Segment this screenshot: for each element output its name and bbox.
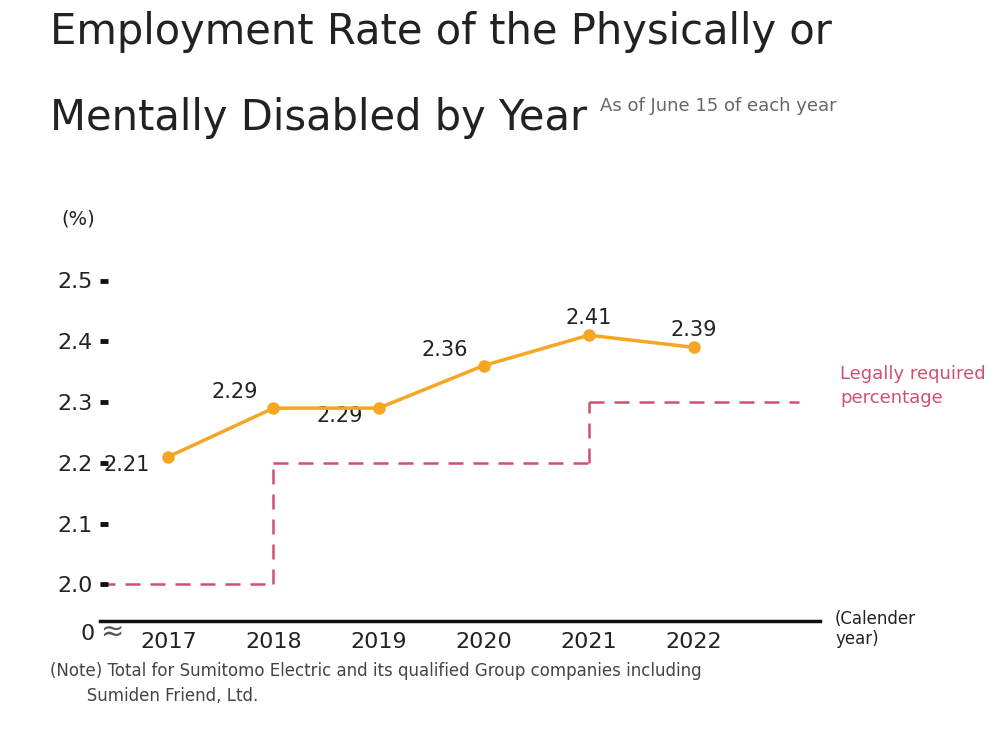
Text: (%): (%) (61, 210, 95, 229)
Text: (Calender
year): (Calender year) (835, 610, 916, 649)
Text: Sumiden Friend, Ltd.: Sumiden Friend, Ltd. (50, 687, 258, 705)
Text: 2.36: 2.36 (421, 340, 468, 360)
Text: 2.41: 2.41 (566, 308, 612, 328)
Text: 2.29: 2.29 (211, 382, 258, 402)
Text: As of June 15 of each year: As of June 15 of each year (600, 97, 837, 115)
Text: 0: 0 (80, 624, 95, 644)
Text: percentage: percentage (840, 389, 943, 407)
Text: 2.29: 2.29 (316, 406, 363, 426)
Text: Legally required: Legally required (840, 365, 986, 383)
Text: Employment Rate of the Physically or: Employment Rate of the Physically or (50, 11, 832, 53)
Text: ≈: ≈ (100, 618, 123, 646)
Text: Mentally Disabled by Year: Mentally Disabled by Year (50, 97, 587, 139)
Text: 2.39: 2.39 (671, 320, 717, 340)
Text: (Note) Total for Sumitomo Electric and its qualified Group companies including: (Note) Total for Sumitomo Electric and i… (50, 662, 702, 680)
Text: 2.21: 2.21 (103, 455, 149, 475)
